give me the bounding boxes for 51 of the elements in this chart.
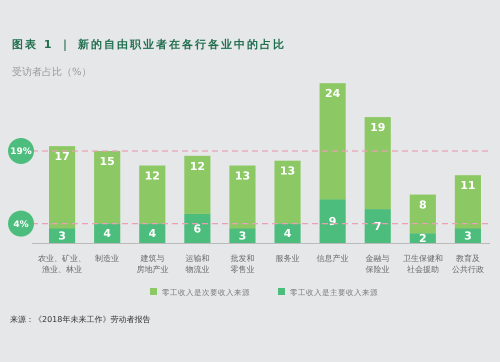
- data-label: 12: [190, 160, 206, 173]
- data-label: 11: [460, 179, 476, 192]
- chart-title: 图表 1 ｜ 新的自由职业者在各行各业中的占比: [12, 38, 286, 51]
- ref-line-label: 19%: [10, 147, 32, 158]
- data-label: 3: [58, 230, 66, 243]
- data-label: 3: [464, 230, 472, 243]
- bar: [94, 224, 120, 243]
- x-tick-label: 制造业: [95, 254, 120, 263]
- x-tick-label: 金融与保险业: [366, 254, 390, 274]
- bar: [49, 146, 76, 228]
- x-tick-label: 卫生保健和社会援助: [402, 254, 443, 274]
- bar: [454, 175, 481, 228]
- data-label: 4: [284, 227, 292, 240]
- x-tick-label: 服务业: [276, 254, 300, 263]
- ref-line-label: 4%: [13, 220, 29, 230]
- data-label: 4: [103, 227, 112, 240]
- label-badge: 4%: [8, 210, 34, 237]
- data-label: 13: [280, 164, 296, 178]
- data-label: 12: [144, 170, 160, 183]
- x-tick-label: 教育及公共行政: [452, 254, 484, 274]
- data-label: 13: [234, 170, 250, 183]
- data-label: 3: [238, 230, 246, 243]
- x-tick-label: 农业、矿业、渔业、林业: [38, 254, 86, 274]
- data-label: 2: [418, 232, 427, 246]
- bar: [229, 166, 256, 228]
- data-label: 6: [194, 222, 202, 236]
- bar: [184, 156, 210, 214]
- source-note: 来源：《2018年未来工作》劳动者报告: [10, 315, 150, 324]
- y-axis-title: 受访者占比（%）: [12, 66, 92, 78]
- bar: [184, 214, 210, 243]
- x-tick-label: 建筑与房地产业: [136, 254, 168, 274]
- data-label: 17: [54, 150, 70, 164]
- bar: [139, 224, 166, 243]
- label-badge: 19%: [8, 138, 34, 164]
- x-tick-label: 运输和物流业: [185, 254, 210, 274]
- x-tick-label: 批发和零售业: [230, 254, 254, 274]
- bar: [320, 83, 346, 200]
- data-label: 24: [324, 87, 341, 100]
- bar: [364, 209, 391, 243]
- data-label: 4: [148, 227, 156, 240]
- data-label: 15: [100, 154, 115, 168]
- bar: [139, 166, 166, 224]
- bar: [274, 160, 301, 224]
- bar: [274, 224, 301, 243]
- data-label: 8: [418, 198, 427, 212]
- data-label: 19: [370, 121, 386, 134]
- bar: [320, 199, 346, 243]
- bar: [410, 194, 436, 234]
- bar: [364, 117, 391, 210]
- x-tick-label: 信息产业: [316, 254, 349, 263]
- bar: [94, 150, 120, 224]
